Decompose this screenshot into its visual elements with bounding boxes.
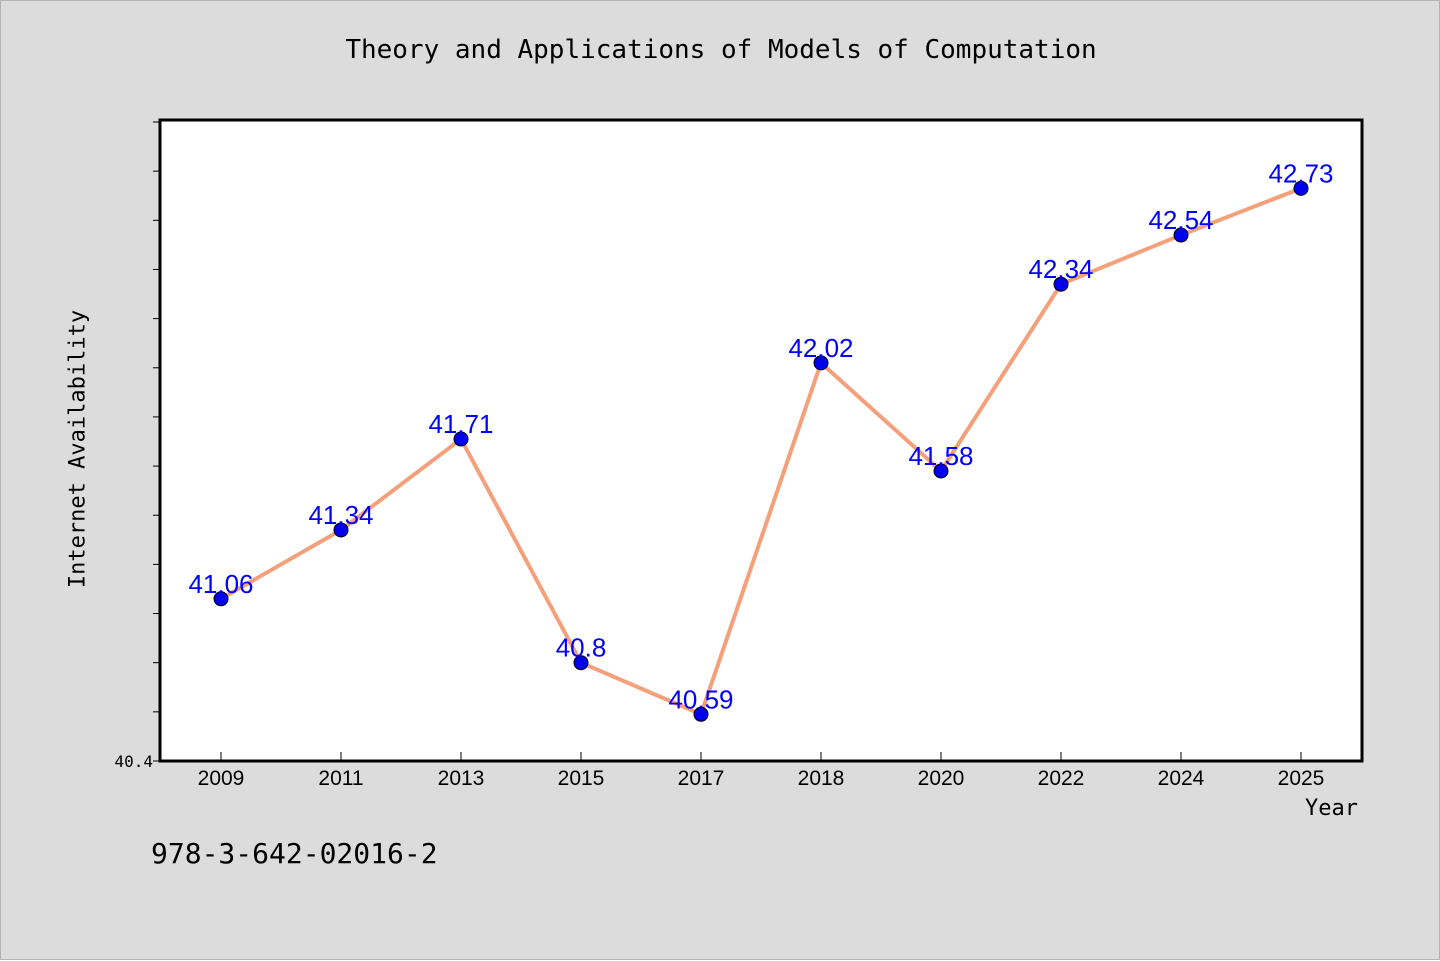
- data-label: 41.34: [308, 500, 373, 530]
- y-axis-ticks: 40.4: [114, 121, 161, 771]
- data-point: [1173, 227, 1189, 243]
- x-tick-label: 2025: [1278, 767, 1325, 790]
- x-tick-label: 2009: [198, 767, 245, 790]
- data-label: 40.59: [668, 684, 733, 714]
- data-point: [933, 463, 949, 479]
- chart-title: Theory and Applications of Models of Com…: [345, 35, 1097, 65]
- x-tick-label: 2024: [1158, 767, 1205, 790]
- data-label: 41.71: [428, 409, 493, 439]
- data-point: [213, 591, 229, 607]
- data-label: 42.54: [1148, 205, 1213, 235]
- data-point: [693, 706, 709, 722]
- plot-area: [158, 118, 1364, 763]
- data-point: [1053, 276, 1069, 292]
- data-label: 42.34: [1028, 254, 1093, 284]
- x-tick-label: 2013: [438, 767, 485, 790]
- series-line: [219, 186, 1303, 717]
- data-label: 42.02: [788, 333, 853, 363]
- x-tick-label: 2022: [1038, 767, 1085, 790]
- data-label: 40.8: [556, 633, 607, 663]
- data-label: 42.73: [1268, 158, 1333, 188]
- data-point: [453, 431, 469, 447]
- data-label: 41.58: [908, 441, 973, 471]
- data-point: [573, 655, 589, 671]
- x-tick-label: 2015: [558, 767, 605, 790]
- x-tick-label: 2020: [918, 767, 965, 790]
- x-tick-label: 2017: [678, 767, 725, 790]
- data-label: 41.06: [188, 569, 253, 599]
- x-axis-ticks: 2009 2011 2013 2015 2017 2018 2020 2022 2024 2025: [198, 752, 1325, 790]
- series-layer: 41.06 41.34 41.71 40.8 40.59 42.02 41.58 42.34 4…: [188, 158, 1334, 722]
- x-axis-label: Year: [1305, 796, 1358, 821]
- footer-identifier: 978-3-642-02016-2: [151, 837, 438, 870]
- y-tick-label: 40.4: [114, 752, 153, 771]
- data-point: [1293, 180, 1309, 196]
- y-axis-label: Internet Availability: [65, 309, 91, 589]
- x-tick-label: 2011: [318, 767, 363, 790]
- x-tick-label: 2018: [798, 767, 845, 790]
- data-point: [813, 355, 829, 371]
- data-point: [333, 522, 349, 538]
